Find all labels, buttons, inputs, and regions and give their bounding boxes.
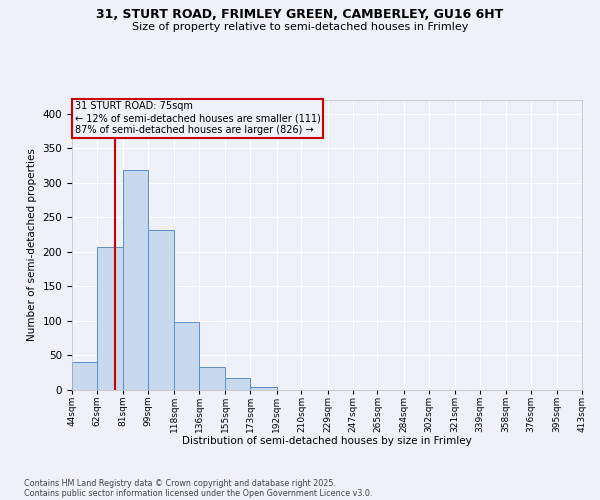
Bar bbox=[250, 386, 277, 390]
Text: Contains HM Land Registry data © Crown copyright and database right 2025.: Contains HM Land Registry data © Crown c… bbox=[24, 478, 336, 488]
Bar bbox=[148, 230, 174, 390]
Bar bbox=[123, 170, 148, 390]
Text: Size of property relative to semi-detached houses in Frimley: Size of property relative to semi-detach… bbox=[132, 22, 468, 32]
Y-axis label: Number of semi-detached properties: Number of semi-detached properties bbox=[27, 148, 37, 342]
Bar bbox=[226, 378, 250, 390]
Bar bbox=[174, 322, 199, 390]
Bar bbox=[97, 247, 123, 390]
Bar bbox=[72, 362, 97, 390]
Bar bbox=[199, 366, 226, 390]
Text: 31 STURT ROAD: 75sqm
← 12% of semi-detached houses are smaller (111)
87% of semi: 31 STURT ROAD: 75sqm ← 12% of semi-detac… bbox=[74, 102, 320, 134]
Text: 31, STURT ROAD, FRIMLEY GREEN, CAMBERLEY, GU16 6HT: 31, STURT ROAD, FRIMLEY GREEN, CAMBERLEY… bbox=[97, 8, 503, 20]
Text: Contains public sector information licensed under the Open Government Licence v3: Contains public sector information licen… bbox=[24, 488, 373, 498]
X-axis label: Distribution of semi-detached houses by size in Frimley: Distribution of semi-detached houses by … bbox=[182, 436, 472, 446]
